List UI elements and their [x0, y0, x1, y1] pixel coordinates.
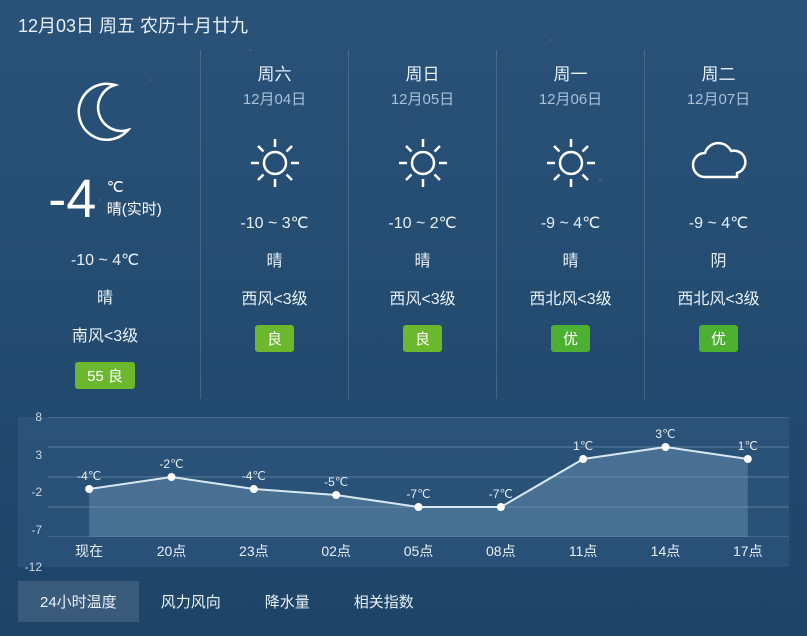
x-label: 现在	[48, 541, 130, 567]
cloud-icon	[645, 133, 792, 193]
day-name: 周一	[497, 60, 644, 85]
tab-0[interactable]: 24小时温度	[18, 581, 139, 622]
chart-point-label: 3℃	[655, 427, 675, 441]
chart-point-label: -2℃	[159, 457, 183, 471]
day-condition: 阴	[645, 247, 792, 271]
day-name: 周日	[349, 60, 496, 85]
aqi-badge[interactable]: 优	[551, 325, 590, 352]
day-condition: 晴	[349, 247, 496, 271]
chart-tabs: 24小时温度风力风向降水量相关指数	[18, 581, 789, 622]
day-range: -10 ~ 3℃	[201, 213, 348, 233]
day-range: -9 ~ 4℃	[645, 213, 792, 233]
forecast-day[interactable]: 周一 12月06日 -9 ~ 4℃ 晴西北风<3级优	[496, 50, 644, 399]
day-wind: 西风<3级	[201, 285, 348, 309]
chart-point-label: 1℃	[573, 439, 593, 453]
today-range: -10 ~ 4℃	[10, 250, 200, 270]
aqi-badge[interactable]: 55 良	[75, 362, 135, 389]
chart-svg	[48, 417, 789, 537]
tab-3[interactable]: 相关指数	[332, 581, 436, 622]
current-condition: 晴(实时)	[107, 198, 162, 219]
hourly-chart: 83-2-7-12 -4℃ -2℃ -4℃ -5℃ -7℃ -7℃ 1℃ 3℃ 1℃ 现在20点…	[18, 417, 789, 567]
x-label: 02点	[295, 541, 377, 567]
x-axis: 现在20点23点02点05点08点11点14点17点	[48, 541, 789, 567]
moon-icon	[10, 75, 200, 150]
sun-icon	[349, 133, 496, 193]
x-label: 08点	[460, 541, 542, 567]
today-column: -4 ℃ 晴(实时) -10 ~ 4℃ 晴 南风<3级 55 良	[10, 50, 200, 399]
tab-1[interactable]: 风力风向	[139, 581, 243, 622]
tab-2[interactable]: 降水量	[243, 581, 332, 622]
day-range: -9 ~ 4℃	[497, 213, 644, 233]
chart-point-label: -4℃	[77, 469, 101, 483]
day-name: 周二	[645, 60, 792, 85]
sun-icon	[497, 133, 644, 193]
temp-unit: ℃	[107, 178, 162, 196]
day-wind: 西北风<3级	[497, 285, 644, 309]
sun-icon	[201, 133, 348, 193]
weather-widget: 12月03日 周五 农历十月廿九 -4 ℃ 晴(实时) -10 ~ 4℃ 晴 南…	[0, 0, 807, 636]
x-label: 05点	[377, 541, 459, 567]
current-temp-block: -4 ℃ 晴(实时)	[10, 160, 200, 230]
aqi-badge[interactable]: 良	[255, 325, 294, 352]
day-wind: 西风<3级	[349, 285, 496, 309]
current-temp: -4	[48, 168, 96, 230]
forecast-day[interactable]: 周六 12月04日 -10 ~ 3℃ 晴西风<3级良	[200, 50, 348, 399]
x-label: 17点	[707, 541, 789, 567]
chart-point-label: -7℃	[489, 487, 513, 501]
aqi-badge[interactable]: 良	[403, 325, 442, 352]
aqi-badge[interactable]: 优	[699, 325, 738, 352]
chart-point-label: -5℃	[324, 475, 348, 489]
y-axis: 83-2-7-12	[18, 417, 48, 567]
today-condition: 晴	[10, 284, 200, 308]
x-label: 20点	[130, 541, 212, 567]
day-date: 12月07日	[645, 88, 792, 109]
header-date: 12月03日 周五 农历十月廿九	[0, 0, 807, 50]
day-date: 12月04日	[201, 88, 348, 109]
chart-point-label: -4℃	[242, 469, 266, 483]
x-label: 11点	[542, 541, 624, 567]
day-name: 周六	[201, 60, 348, 85]
today-wind: 南风<3级	[10, 322, 200, 346]
day-wind: 西北风<3级	[645, 285, 792, 309]
chart-point-label: 1℃	[738, 439, 758, 453]
day-date: 12月06日	[497, 88, 644, 109]
forecast-day[interactable]: 周二 12月07日 -9 ~ 4℃ 阴西北风<3级优	[644, 50, 792, 399]
day-condition: 晴	[201, 247, 348, 271]
forecast-day[interactable]: 周日 12月05日 -10 ~ 2℃ 晴西风<3级良	[348, 50, 496, 399]
forecast-row: -4 ℃ 晴(实时) -10 ~ 4℃ 晴 南风<3级 55 良 周六 12月04…	[0, 50, 807, 399]
chart-point-label: -7℃	[406, 487, 430, 501]
x-label: 23点	[213, 541, 295, 567]
day-range: -10 ~ 2℃	[349, 213, 496, 233]
day-date: 12月05日	[349, 88, 496, 109]
day-condition: 晴	[497, 247, 644, 271]
x-label: 14点	[624, 541, 706, 567]
